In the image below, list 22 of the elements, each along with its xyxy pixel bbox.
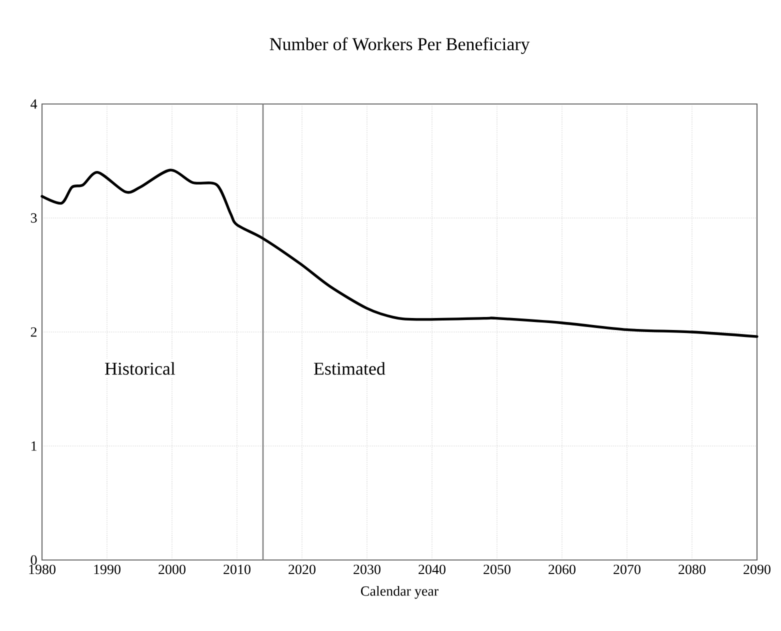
y-tick-label: 4: [30, 99, 38, 109]
y-tick-label: 2: [30, 327, 37, 337]
annotation: Historical: [104, 362, 176, 375]
annotation: Estimated: [314, 362, 386, 375]
y-tick-label: 0: [30, 555, 37, 565]
x-tick-label: 2040: [418, 564, 446, 574]
x-tick-label: 2060: [548, 564, 576, 574]
line-series: [40, 168, 758, 338]
x-tick-label: 2010: [224, 564, 250, 574]
x-tick-label: 2070: [614, 564, 640, 574]
x-tick-label: 2090: [744, 564, 770, 574]
x-tick-label: 1980: [29, 564, 56, 574]
x-tick-label: 1990: [94, 564, 120, 574]
chart-title: Number of Workers Per Beneficiary: [270, 37, 530, 54]
x-tick-label: 2020: [288, 564, 316, 574]
y-tick-label: 3: [30, 213, 37, 223]
x-tick-label: 2080: [678, 564, 706, 574]
x-tick-label: 2030: [354, 564, 380, 574]
x-tick-label: 2000: [158, 564, 186, 574]
x-axis-title: Calendar year: [361, 586, 438, 599]
y-tick-label: 1: [32, 441, 36, 451]
x-tick-label: 2050: [484, 564, 510, 574]
